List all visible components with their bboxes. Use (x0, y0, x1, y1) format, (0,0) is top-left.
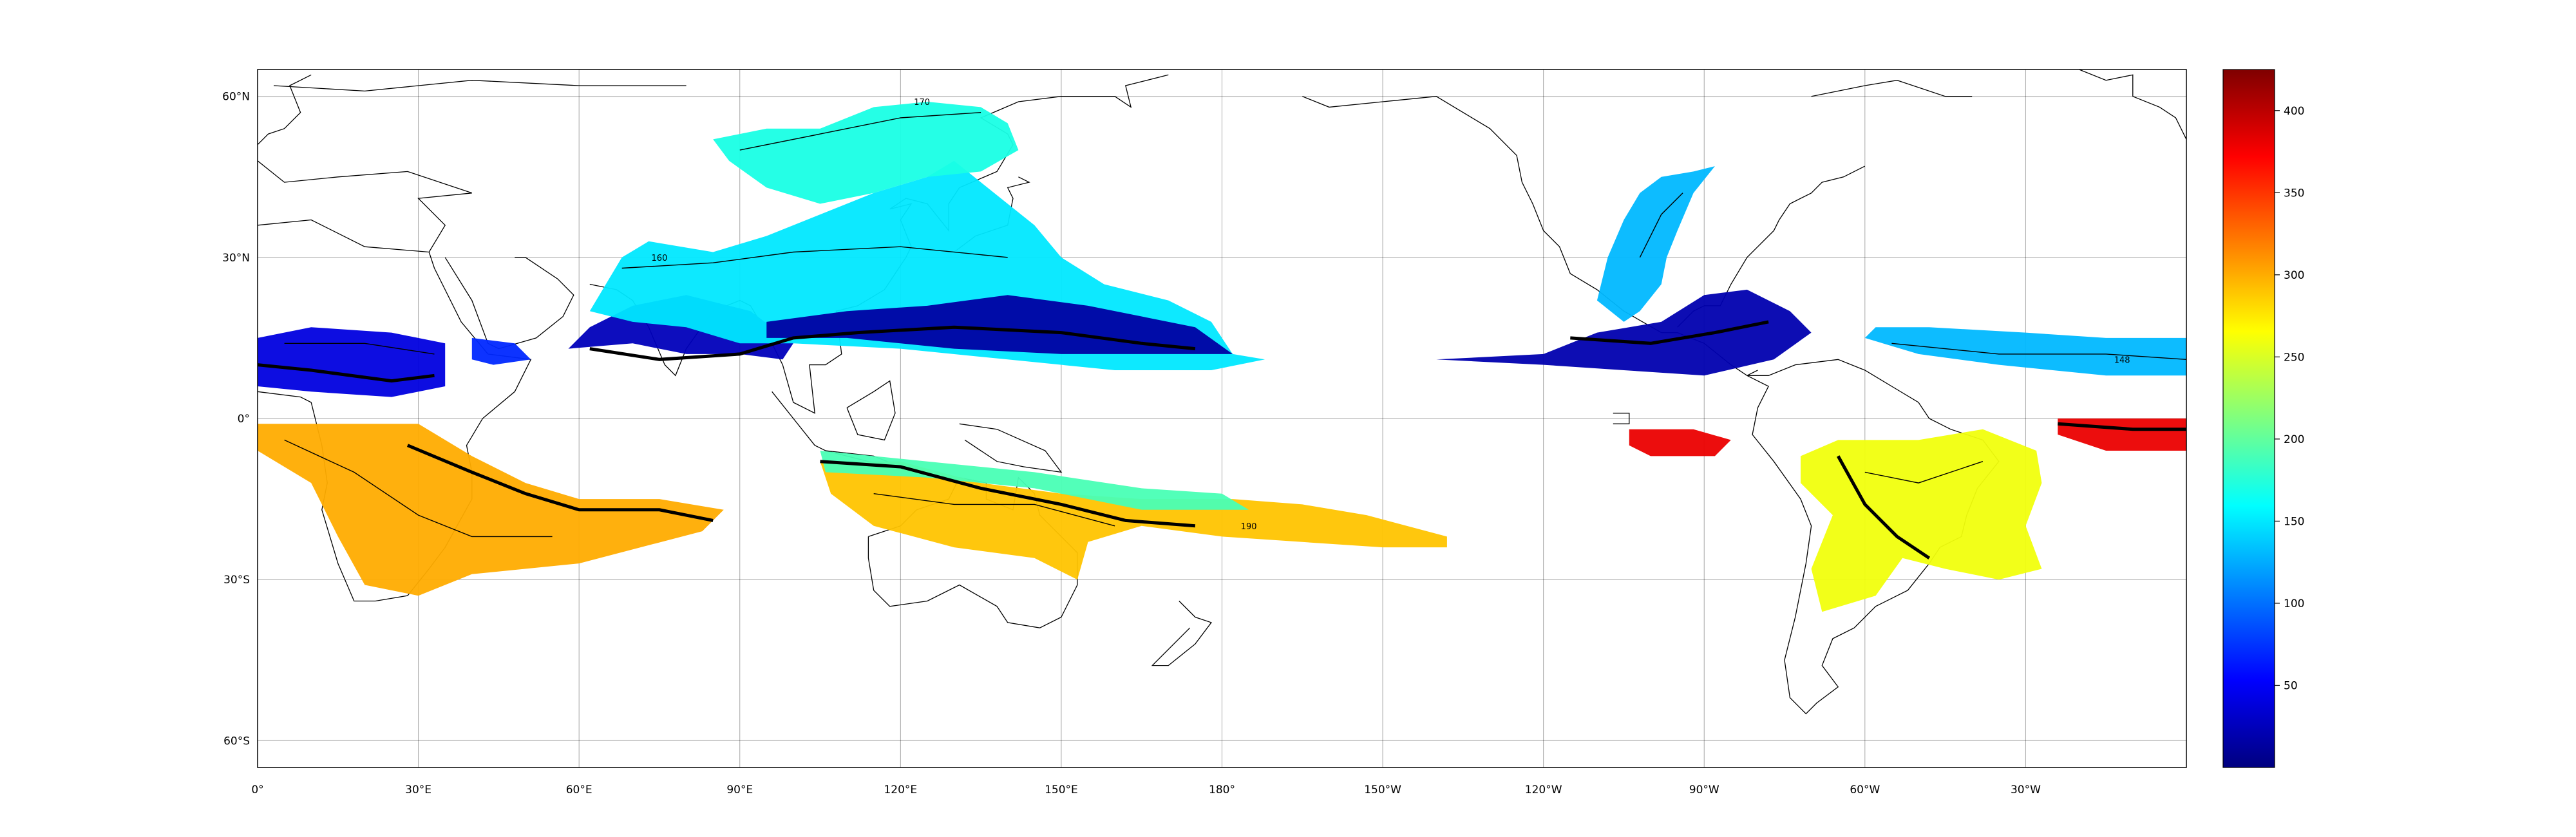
map-panel: 170 160 190 148 0° 30°E 60°E 90°E 120°E 150°E 180… (222, 69, 2187, 796)
lon-tick-label: 30°W (2011, 784, 2041, 796)
latitude-tick-labels: 60°N 30°N 0° 30°S 60°S (222, 91, 250, 748)
lon-tick-label: 120°W (1525, 784, 1562, 796)
coastline-segment (1613, 413, 1630, 424)
colorbar-gradient (2222, 69, 2275, 768)
lat-tick-label: 0° (238, 413, 250, 426)
contour-line-bold (589, 325, 1196, 361)
region-south-america (1801, 429, 2042, 612)
lon-tick-label: 90°E (726, 784, 753, 796)
contour-line (739, 112, 981, 151)
contour-line (621, 246, 1008, 269)
contour-lines: 170 160 190 148 (258, 98, 2186, 560)
colorbar-tick-label: 100 (2284, 597, 2304, 610)
region-eastern-pacific-south (1629, 429, 1731, 456)
lat-tick-label: 30°N (222, 252, 250, 265)
region-australia-north-strip (820, 451, 1249, 510)
coastline-segment (273, 80, 687, 92)
region-central-america-pacific (1436, 289, 1812, 376)
coastline-segment (258, 160, 473, 253)
coastline-segment (1747, 359, 2000, 715)
lon-tick-label: 0° (251, 784, 263, 796)
colorbar-tick-label: 400 (2284, 105, 2304, 118)
coastline-segment (959, 423, 1063, 473)
coastline-segment (258, 74, 312, 146)
longitude-tick-labels: 0° 30°E 60°E 90°E 120°E 150°E 180° 150°W 120°W 90… (251, 784, 2041, 796)
map-frame (257, 69, 2187, 768)
colorbar-ticks: 50 100 150 200 250 300 350 400 (2275, 105, 2304, 692)
lat-tick-label: 60°N (222, 91, 250, 104)
contour-line-bold (2058, 422, 2186, 431)
coastline-segment (1151, 601, 1212, 666)
coastline-segment (444, 257, 574, 350)
lon-tick-label: 150°E (1045, 784, 1078, 796)
coastline-segment (2079, 70, 2186, 140)
coastline-segment (846, 380, 896, 441)
colorbar-tick-label: 300 (2284, 269, 2304, 282)
region-southern-africa (258, 424, 724, 596)
lon-tick-label: 60°E (566, 784, 592, 796)
colorbar-tick-label: 250 (2284, 351, 2304, 364)
region-atlantic-north (1864, 327, 2186, 376)
region-north-america (1596, 166, 1715, 322)
contour-line-bold (406, 444, 714, 522)
map-background (258, 70, 2186, 767)
contour-line-bold (820, 460, 1196, 528)
contour-line (284, 343, 435, 355)
lon-tick-label: 180° (1209, 784, 1235, 796)
contour-line (1639, 193, 1683, 258)
lat-tick-label: 60°S (223, 735, 250, 748)
contour-line (284, 439, 553, 538)
colorbar-tick-label: 200 (2284, 433, 2304, 446)
region-mongolia-siberia (713, 102, 1019, 204)
coastline-segment (1811, 80, 1973, 97)
contour-label: 190 (1241, 522, 1257, 532)
colorbar-tick-label: 350 (2284, 187, 2304, 200)
contour-line (873, 493, 1115, 527)
contour-label: 160 (652, 254, 668, 263)
graticule (257, 70, 2186, 767)
lat-tick-label: 30°S (223, 574, 250, 587)
contour-line-bold (1837, 455, 1931, 560)
lon-tick-label: 90°W (1689, 784, 1719, 796)
colorbar-tick-label: 50 (2284, 679, 2298, 692)
colorbar-tick-label: 150 (2284, 515, 2304, 528)
contour-label: 148 (2114, 355, 2130, 365)
lon-tick-label: 30°E (405, 784, 431, 796)
contour-line-bold (1570, 320, 1769, 345)
lon-tick-label: 150°W (1364, 784, 1401, 796)
contour-line (1864, 461, 1984, 484)
lon-tick-label: 60°W (1850, 784, 1880, 796)
contour-label: 170 (914, 98, 930, 108)
colorbar: 50 100 150 200 250 300 350 400 (2222, 69, 2304, 768)
contour-line-bold (258, 363, 435, 383)
contour-line (1891, 343, 2186, 360)
region-east-africa-patch (471, 337, 531, 365)
lon-tick-label: 120°E (884, 784, 917, 796)
